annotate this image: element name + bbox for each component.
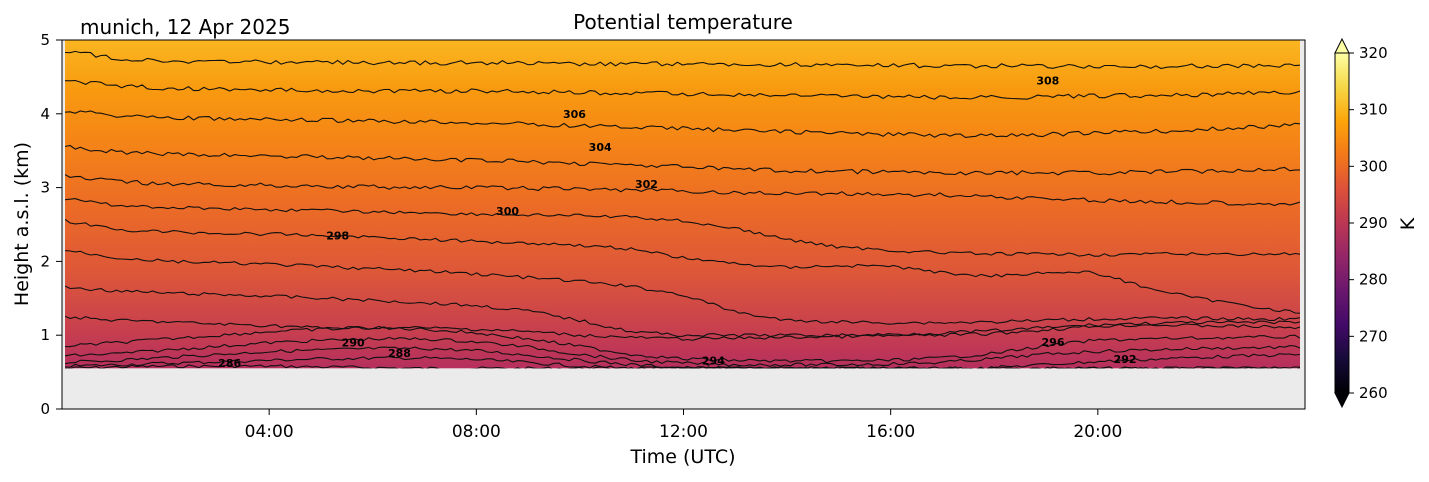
y-tick-label: 3 <box>40 179 50 197</box>
colorbar-min-extend <box>1334 392 1350 409</box>
contour-label-298: 298 <box>326 230 349 243</box>
y-axis-label: Height a.s.l. (km) <box>11 142 33 306</box>
location-date-label: munich, 12 Apr 2025 <box>80 15 290 39</box>
contour-label-290: 290 <box>342 337 365 350</box>
x-axis: 04:00 08:00 12:00 16:00 20:00 <box>245 409 1122 442</box>
contour-label-292: 292 <box>1114 353 1137 366</box>
colorbar-tick-label: 290 <box>1359 214 1388 232</box>
contour-304 <box>65 144 1300 176</box>
contour-label-296: 296 <box>1042 336 1065 349</box>
colorbar-tick-label: 260 <box>1359 384 1388 402</box>
contour-306 <box>65 110 1300 138</box>
y-tick-label: 1 <box>40 326 50 344</box>
contour-label-294: 294 <box>702 354 725 367</box>
contour-label-304: 304 <box>589 141 612 154</box>
colorbar-max-extend <box>1334 37 1350 54</box>
colorbar-tick-label: 270 <box>1359 327 1388 345</box>
contour-label-308: 308 <box>1036 75 1059 88</box>
contour-300 <box>65 198 1300 257</box>
contour-296 <box>65 315 1300 341</box>
y-tick-label: 0 <box>40 400 50 418</box>
colorbar-tick-label: 280 <box>1359 271 1388 289</box>
contour-302 <box>65 174 1300 207</box>
contour-lines <box>65 50 1300 369</box>
y-tick-label: 5 <box>40 31 50 49</box>
colorbar-tick-label: 320 <box>1359 44 1388 62</box>
x-tick-label: 16:00 <box>866 422 915 442</box>
contour-288 <box>65 356 1300 369</box>
contour-292 <box>65 336 1300 367</box>
contour-297 <box>65 285 1300 338</box>
contour-290 <box>65 346 1300 369</box>
x-tick-label: 04:00 <box>245 422 294 442</box>
colorbar-tick-label: 310 <box>1359 101 1388 119</box>
contour-label-302: 302 <box>635 178 658 191</box>
x-tick-label: 08:00 <box>452 422 501 442</box>
colorbar: 260 270 280 290 300 310 320 K <box>1334 37 1419 409</box>
chart-title: Potential temperature <box>573 10 793 34</box>
colorbar-label: K <box>1397 217 1419 230</box>
contour-label-306: 306 <box>563 108 586 121</box>
contour-308 <box>65 79 1300 100</box>
colorbar-scale <box>1334 52 1350 394</box>
colorbar-ticks: 260 270 280 290 300 310 320 <box>1349 44 1388 402</box>
contour-294 <box>65 325 1300 364</box>
contour-labels: 286 288 290 294 296 292 298 300 302 304 306 308 <box>218 75 1136 371</box>
potential-temperature-field <box>65 40 1300 369</box>
y-axis: 0 1 2 3 4 5 <box>40 31 62 418</box>
contour-label-286: 286 <box>218 357 241 370</box>
contour-label-288: 288 <box>388 347 411 360</box>
y-tick-label: 2 <box>40 252 50 270</box>
colorbar-tick-label: 300 <box>1359 157 1388 175</box>
y-tick-label: 4 <box>40 105 50 123</box>
contour-label-300: 300 <box>496 205 519 218</box>
contour-310 <box>65 50 1300 70</box>
contour-299 <box>65 218 1300 314</box>
x-axis-label: Time (UTC) <box>629 446 735 468</box>
x-tick-label: 20:00 <box>1073 422 1122 442</box>
contour-298 <box>65 250 1300 325</box>
x-tick-label: 12:00 <box>659 422 708 442</box>
